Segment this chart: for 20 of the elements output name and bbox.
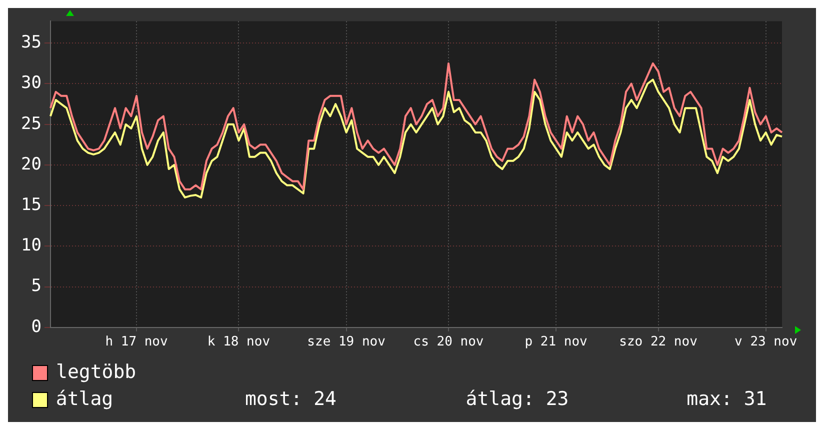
y-tick-label: 20 <box>20 154 42 174</box>
y-tick-label: 0 <box>31 316 42 337</box>
x-tick-label: p 21 nov <box>524 334 588 350</box>
y-tick-label: 30 <box>20 73 42 94</box>
legend-label: átlag <box>56 387 114 412</box>
y-tick-label: 10 <box>20 236 42 256</box>
y-tick-label: 5 <box>31 276 42 296</box>
x-tick-label: szo 22 nov <box>619 334 698 350</box>
legend-label: legtöbb <box>56 360 138 385</box>
text: átlag: 23 <box>466 387 570 412</box>
y-tick-label: 15 <box>20 194 42 215</box>
text: most: 24 <box>244 387 338 412</box>
x-tick-label: cs 20 nov <box>413 334 484 350</box>
text: max: 31 <box>686 387 768 412</box>
x-tick-label: sze 19 nov <box>307 334 386 350</box>
x-tick-label: h 17 nov <box>105 334 168 350</box>
x-tick-label: k 18 nov <box>207 334 270 350</box>
y-tick-label: 35 <box>20 32 42 53</box>
y-tick-label: 25 <box>20 114 42 134</box>
x-tick-label: v 23 nov <box>734 334 798 350</box>
